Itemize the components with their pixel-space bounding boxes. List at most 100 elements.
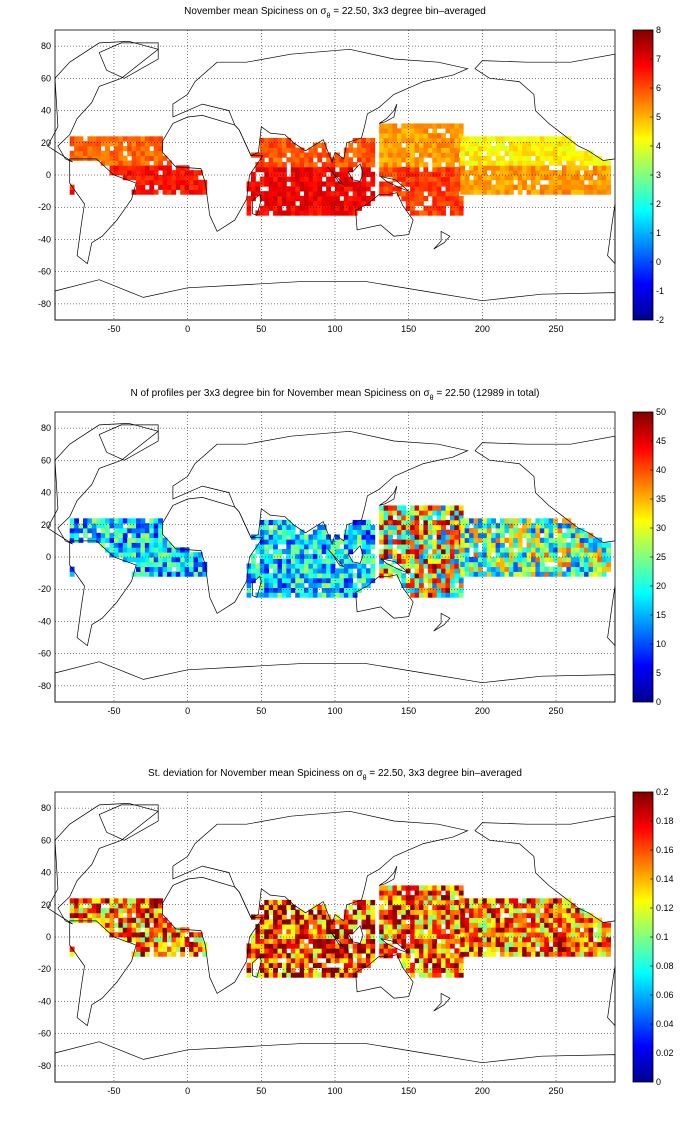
grid-cell [100,542,106,548]
grid-cell [365,519,371,526]
grid-cell [441,919,446,925]
coastline [47,40,159,163]
grid-cell [153,542,159,548]
grid-cell [441,553,446,560]
grid-cell [548,552,554,558]
grid-cell [405,123,411,129]
grid-cell [127,175,133,181]
grid-cell [449,166,455,173]
grid-cell [449,592,455,598]
grid-cell [144,175,150,181]
colorbar-tick-label: 0.06 [656,990,674,1000]
grid-cell [175,175,181,181]
grid-cell [405,529,411,535]
grid-cell [317,558,323,564]
grid-cell [251,943,256,949]
grid-cell [535,932,541,938]
grid-cell [388,953,393,959]
grid-cell [290,176,296,182]
grid-cell [140,155,146,161]
grid-cell [171,189,177,195]
grid-cell [436,205,442,211]
grid-cell [149,561,155,568]
grid-cell [140,518,146,524]
grid-cell [588,557,594,563]
grid-cell [414,587,420,593]
grid-cell [410,137,415,144]
grid-cell [388,181,393,187]
grid-cell [197,566,203,572]
grid-cell [251,171,256,178]
grid-cell [162,547,168,553]
grid-cell [317,938,323,944]
grid-cell [432,166,438,173]
grid-cell [357,191,362,197]
grid-cell [557,932,563,938]
grid-cell [286,519,292,526]
grid-cell [508,941,514,948]
grid-cell [414,948,420,954]
grid-cell [597,552,603,558]
grid-cell [246,967,252,973]
colorbar-tick-label: 10 [656,639,666,649]
grid-cell [526,566,532,572]
grid-cell [290,933,296,940]
grid-cell [522,561,527,568]
grid-cell [264,967,270,973]
grid-cell [436,895,442,901]
grid-cell [427,909,433,915]
grid-cell [495,557,501,563]
grid-cell [140,547,146,553]
grid-cell [352,967,358,973]
grid-cell [392,186,398,192]
grid-cell [268,519,274,526]
colorbar-tick-label: 5 [656,668,661,678]
grid-cell [570,951,576,957]
grid-cell [264,592,270,598]
grid-cell [379,162,385,168]
grid-cell [419,957,424,964]
grid-cell [553,941,558,948]
grid-cell [383,914,389,920]
grid-cell [436,510,442,516]
grid-cell [158,552,163,558]
grid-cell [482,571,488,577]
grid-cell [517,175,523,181]
grid-cell [299,210,305,216]
grid-cell [464,170,470,176]
grid-cell [361,582,367,589]
grid-cell [477,941,483,948]
grid-cell [410,962,415,969]
grid-cell [140,951,146,957]
grid-cell [557,160,563,166]
grid-cell [118,518,124,524]
grid-cell [419,157,424,163]
grid-cell [370,943,376,949]
grid-cell [477,932,483,938]
grid-cell [286,137,292,144]
grid-cell [118,150,124,157]
grid-cell [445,957,451,964]
grid-cell [118,547,124,553]
grid-cell [392,524,398,531]
grid-cell [445,943,451,949]
grid-cell [343,152,349,158]
grid-cell [588,179,594,186]
grid-cell [517,150,523,157]
grid-cell [352,587,358,593]
grid-cell [273,957,278,964]
grid-cell [427,928,433,935]
grid-cell [171,552,177,558]
grid-cell [259,181,265,187]
grid-cell [251,957,256,964]
grid-cell [579,922,585,928]
grid-cell [162,542,168,548]
grid-cell [392,895,398,901]
grid-cell [96,898,102,904]
grid-cell [388,162,393,168]
grid-cell [144,547,150,553]
grid-cell [553,547,558,553]
grid-cell [491,927,497,933]
grid-cell [460,932,466,938]
grid-cell [495,189,501,195]
